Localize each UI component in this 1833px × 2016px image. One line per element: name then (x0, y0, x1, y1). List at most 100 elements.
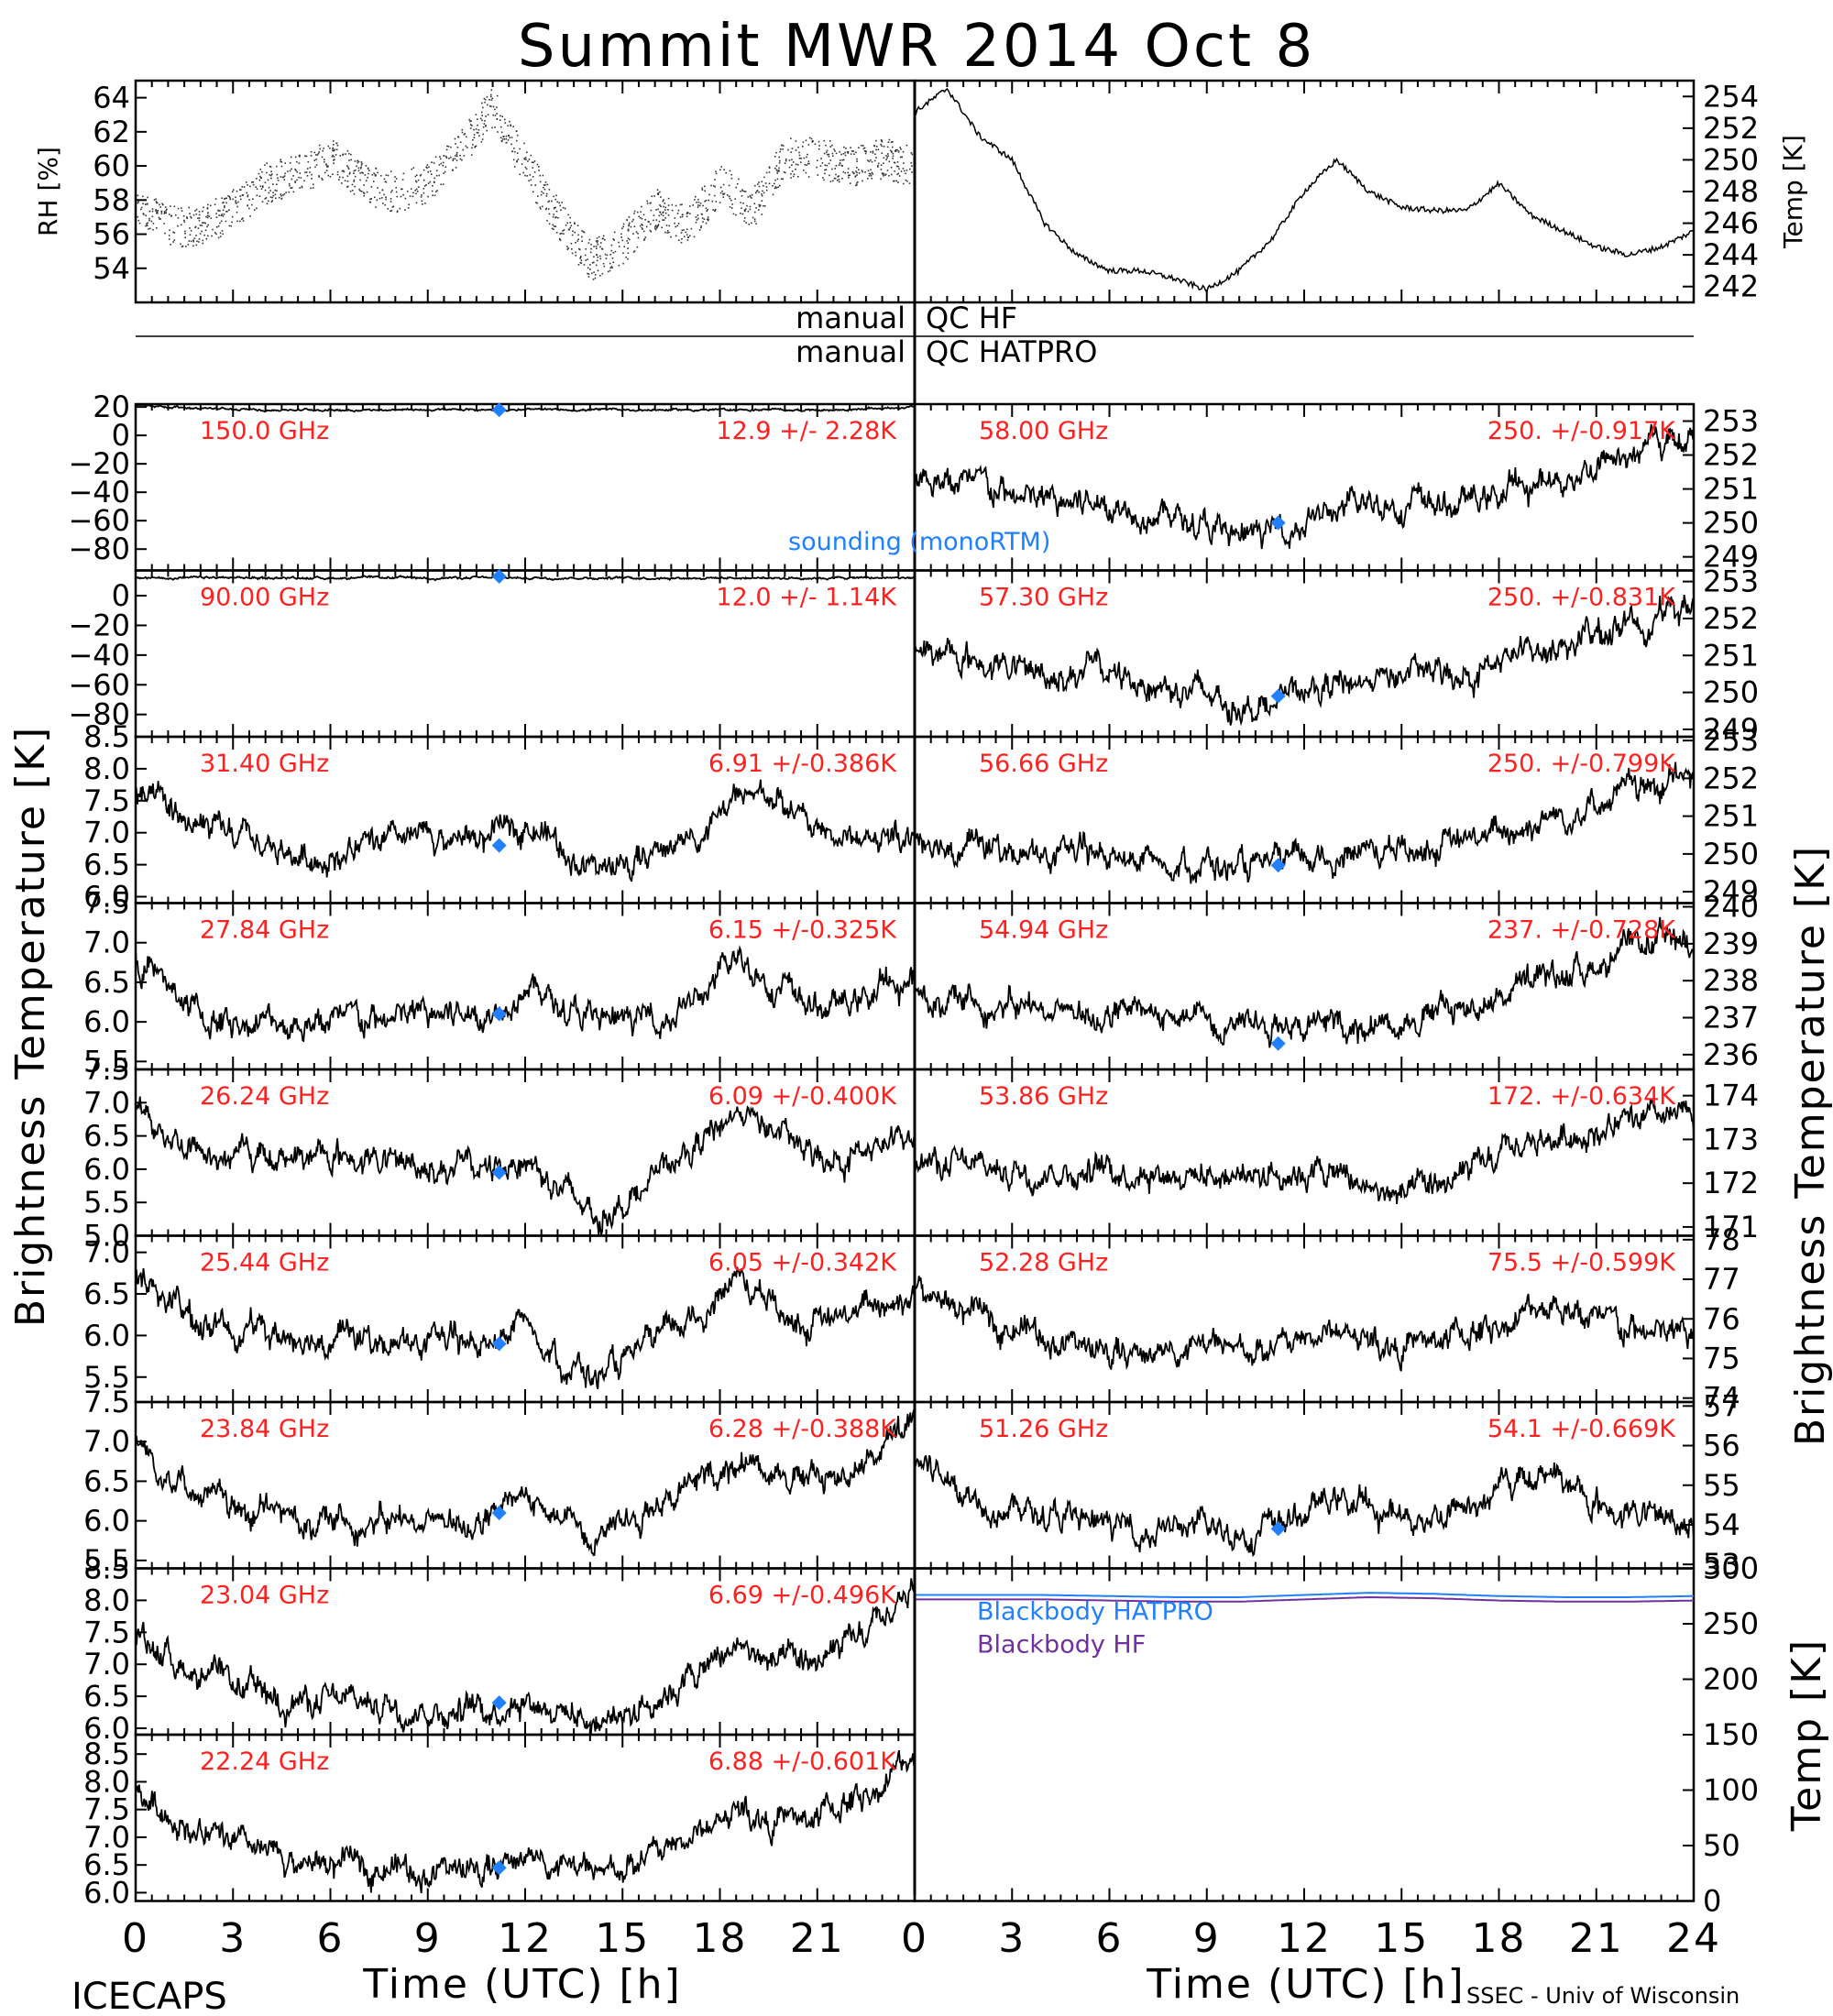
rh-point (730, 199, 732, 202)
rh-point (685, 231, 687, 234)
rh-point (818, 140, 820, 143)
rh-point (148, 228, 149, 230)
rh-point (675, 204, 677, 207)
rh-point (667, 214, 670, 216)
rh-point (237, 201, 239, 203)
rh-point (470, 120, 472, 122)
rh-point (812, 140, 814, 142)
rh-point (885, 155, 887, 157)
rh-point (376, 199, 379, 202)
rh-point (708, 218, 709, 220)
rh-point (646, 200, 648, 203)
rh-point (693, 236, 696, 238)
rh-point (342, 176, 344, 179)
rh-point (787, 148, 789, 151)
rh-point (778, 170, 780, 172)
rh-point (898, 175, 901, 177)
rh-point (483, 97, 486, 100)
data-series (135, 1266, 916, 1390)
rh-point (807, 160, 810, 162)
x-tick-label: 12 (498, 1915, 553, 1962)
rh-point (748, 224, 750, 225)
rh-point (655, 209, 657, 211)
rh-point (231, 221, 233, 224)
rh-point (215, 233, 217, 236)
rh-point (274, 189, 276, 192)
rh-point (251, 181, 253, 183)
rh-point (481, 111, 483, 114)
rh-point (559, 239, 562, 242)
rh-point (805, 171, 807, 174)
rh-point (508, 135, 510, 137)
rh-point (287, 170, 289, 172)
rh-point (281, 176, 284, 179)
rh-point (612, 252, 615, 254)
rh-point (544, 208, 547, 211)
sounding-marker (491, 568, 507, 584)
rh-point (797, 176, 799, 178)
rh-point (839, 150, 840, 153)
rh-point (880, 164, 883, 166)
rh-point (665, 225, 668, 226)
rh-point (835, 165, 838, 167)
rh-point (324, 171, 326, 174)
rh-point (897, 166, 899, 168)
rh-point (870, 159, 872, 161)
rh-point (454, 137, 456, 140)
rh-point (659, 191, 661, 193)
rh-point (363, 192, 365, 193)
rh-point (697, 214, 699, 216)
rh-point (589, 268, 591, 270)
rh-point (390, 191, 392, 193)
rh-point (517, 159, 520, 160)
rh-point (862, 170, 863, 173)
y-tick-label: −80 (68, 531, 130, 566)
rh-point (658, 220, 661, 223)
rh-point (433, 162, 435, 164)
rh-point (256, 207, 258, 210)
rh-point (763, 204, 764, 207)
rh-point (553, 225, 555, 227)
rh-point (542, 174, 544, 177)
rh-point (228, 209, 230, 211)
rh-point (660, 205, 662, 208)
rh-point (515, 139, 518, 142)
rh-point (264, 198, 267, 200)
rh-point (155, 210, 157, 212)
rh-point (592, 279, 595, 280)
rh-point (165, 212, 167, 214)
rh-point (836, 180, 839, 181)
rh-point (159, 203, 160, 206)
y-tick-label: 7.5 (83, 783, 130, 818)
rh-point (745, 222, 747, 224)
rh-point (753, 203, 756, 204)
rh-point (336, 173, 339, 176)
rh-point (146, 225, 148, 226)
rh-point (384, 181, 387, 183)
rh-point (246, 181, 247, 183)
rh-point (910, 161, 913, 164)
rh-ylabel: RH [%] (33, 147, 63, 236)
y-tick-label: 173 (1703, 1122, 1759, 1156)
rh-point (485, 115, 487, 117)
rh-point (776, 178, 779, 181)
rh-point (190, 230, 192, 232)
y-tick-label: 250 (1703, 837, 1759, 871)
rh-point (367, 176, 368, 179)
rh-point (628, 224, 631, 225)
rh-point (720, 166, 722, 168)
rh-point (554, 198, 557, 201)
rh-point (346, 175, 349, 177)
rh-point (206, 216, 209, 219)
rh-point (902, 182, 905, 185)
x-tick-label: 6 (1096, 1915, 1124, 1962)
rh-point (686, 239, 689, 241)
rh-point (229, 198, 232, 201)
rh-point (681, 203, 683, 205)
rh-point (516, 152, 519, 154)
rh-point (357, 159, 358, 162)
rh-point (232, 189, 235, 191)
rh-point (546, 183, 548, 186)
